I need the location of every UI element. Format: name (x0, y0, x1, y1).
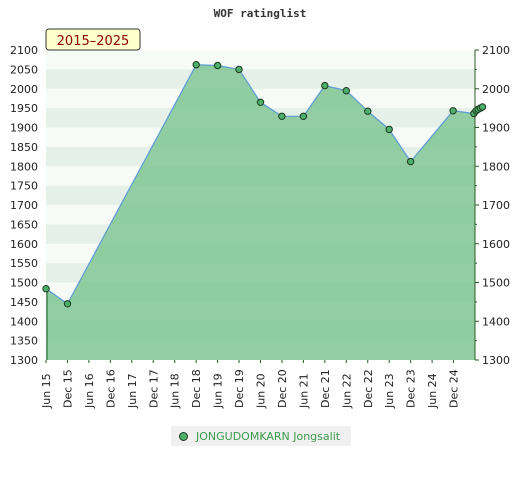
x-tick-label: Dec 22 (362, 369, 375, 408)
area-band (46, 69, 475, 89)
year-range-badge-label: 2015–2025 (57, 34, 130, 49)
y-tick-label-left: 2100 (10, 44, 38, 57)
y-tick-label-left: 1500 (10, 277, 38, 290)
x-tick-label: Jun 24 (426, 373, 439, 409)
y-tick-label-left: 1450 (10, 296, 38, 309)
x-tick-label: Dec 17 (147, 369, 160, 408)
y-tick-label-left: 1800 (10, 160, 38, 173)
area-band (46, 185, 475, 205)
data-point (235, 65, 243, 74)
x-tick-label: Dec 16 (104, 369, 117, 408)
legend-label: JONGUDOMKARN Jongsalit (196, 429, 341, 443)
data-point (213, 61, 222, 70)
area-band (46, 340, 475, 360)
x-tick-label: Dec 19 (233, 369, 246, 408)
y-tick-label-right: 1900 (482, 122, 510, 135)
data-point (342, 87, 350, 95)
y-tick-label-right: 1500 (482, 277, 510, 290)
y-tick-label-left: 1400 (10, 315, 38, 328)
y-tick-label-right: 1300 (482, 354, 510, 367)
y-tick-label-right: 2000 (482, 83, 510, 96)
x-tick-label: Dec 15 (61, 369, 74, 408)
data-point (478, 103, 487, 111)
data-point (192, 60, 200, 69)
chart-title: WOF ratinglist (214, 7, 307, 20)
y-tick-label-left: 1950 (10, 102, 38, 115)
y-tick-label-left: 1350 (10, 335, 38, 348)
y-tick-label-right: 2100 (482, 44, 510, 57)
y-tick-label-left: 1750 (10, 180, 38, 193)
area-band (46, 263, 475, 283)
area-band (46, 224, 475, 244)
y-tick-label-right: 1800 (482, 160, 510, 173)
y-tick-label-left: 2050 (10, 63, 38, 76)
x-tick-label: Jun 15 (40, 373, 53, 409)
data-point (449, 107, 457, 115)
y-tick-label-right: 1600 (482, 238, 510, 251)
x-tick-label: Jun 20 (255, 373, 268, 409)
y-tick-label-left: 1850 (10, 141, 38, 154)
data-point (385, 125, 393, 134)
year-range-badge (45, 28, 141, 51)
data-point (256, 98, 265, 107)
x-tick-label: Dec 20 (276, 369, 289, 408)
y-tick-label-left: 1650 (10, 218, 38, 231)
y-tick-label-left: 1700 (10, 199, 38, 212)
series-area (46, 64, 483, 360)
data-point (321, 81, 329, 90)
x-tick-label: Jun 23 (383, 373, 396, 409)
x-tick-label: Jun 17 (126, 373, 139, 409)
y-tick-label-left: 1600 (10, 238, 38, 251)
x-tick-label: Dec 18 (190, 369, 203, 408)
area-band (46, 108, 475, 128)
data-point (364, 107, 372, 115)
legend: JONGUDOMKARN Jongsalit (171, 426, 351, 446)
grid-band (46, 50, 475, 70)
x-tick-label: Jun 19 (212, 373, 225, 409)
data-point (278, 112, 286, 121)
data-point (42, 285, 50, 293)
x-tick-label: Jun 21 (297, 373, 310, 409)
x-tick-label: Dec 23 (405, 369, 418, 408)
x-tick-label: Jun 22 (340, 373, 353, 409)
y-tick-label-left: 1550 (10, 257, 38, 270)
grid-band (46, 88, 475, 109)
x-tick-label: Dec 21 (319, 369, 332, 408)
y-tick-label-left: 1900 (10, 122, 38, 135)
area-band (46, 146, 475, 167)
x-tick-label: Jun 16 (83, 373, 96, 409)
area-band (46, 301, 475, 322)
data-point (299, 112, 308, 121)
data-point (406, 157, 415, 166)
y-tick-label-right: 1400 (482, 315, 510, 328)
y-tick-label-right: 1700 (482, 199, 510, 212)
grid-band (46, 69, 475, 89)
data-point (63, 300, 72, 308)
x-tick-label: Jun 18 (169, 373, 182, 409)
y-tick-label-left: 2000 (10, 83, 38, 96)
legend-marker-icon (179, 431, 188, 441)
y-tick-label-left: 1300 (10, 354, 38, 367)
x-tick-label: Dec 24 (448, 369, 461, 408)
